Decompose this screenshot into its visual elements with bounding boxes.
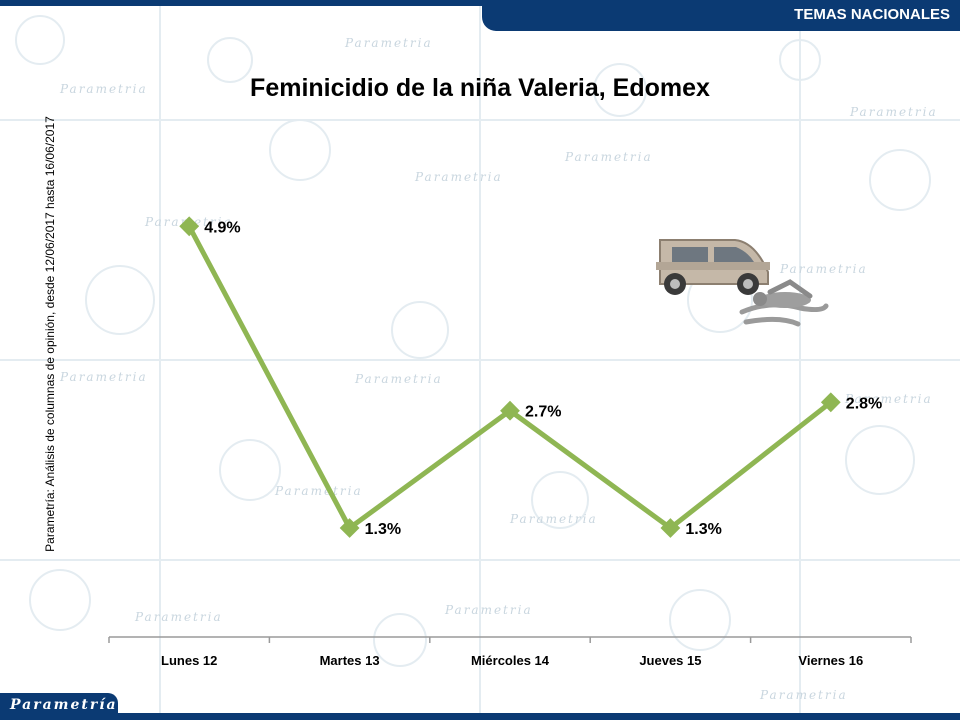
- data-label: 1.3%: [365, 521, 401, 538]
- data-point: [179, 216, 200, 237]
- watermark-text: Parametria: [60, 82, 148, 96]
- data-point: [820, 392, 841, 413]
- data-label: 1.3%: [685, 521, 721, 538]
- x-tick-label: Jueves 15: [639, 653, 701, 668]
- data-series: 4.9% 1.3% 2.7% 1.3% 2.8%: [179, 216, 882, 538]
- watermark-text: Parametria: [565, 150, 653, 164]
- watermark-text: Parametria: [415, 170, 503, 184]
- bottom-brand-bar: [0, 713, 960, 720]
- x-tick-label: Miércoles 14: [471, 653, 550, 668]
- watermark-text: Parametria: [275, 484, 363, 498]
- watermark-text: Parametria: [355, 372, 443, 386]
- brand-logo: Parametría: [10, 697, 118, 713]
- watermark-text: Parametria: [850, 105, 938, 119]
- watermark-text: Parametria: [780, 262, 868, 276]
- section-label: TEMAS NACIONALES: [794, 6, 950, 23]
- top-brand-bar: [0, 0, 960, 6]
- data-label: 4.9%: [204, 219, 240, 236]
- section-header-tab: TEMAS NACIONALES: [482, 0, 960, 31]
- chart-title: Feminicidio de la niña Valeria, Edomex: [250, 74, 710, 102]
- x-tick-label: Viernes 16: [798, 653, 863, 668]
- watermark-text: Parametria: [760, 688, 848, 702]
- data-point: [500, 400, 520, 421]
- watermark-text: Parametria: [445, 603, 533, 617]
- x-tick-label: Martes 13: [320, 653, 380, 668]
- watermark-text: Parametria: [510, 512, 598, 526]
- footer-logo-tab: Parametría: [0, 693, 118, 720]
- watermark-text: Parametria: [135, 610, 223, 624]
- data-point: [660, 518, 681, 538]
- data-label: 2.7%: [525, 404, 561, 421]
- data-label: 2.8%: [846, 395, 882, 412]
- watermark-text: Parametria: [345, 36, 433, 50]
- watermark-text: Parametria: [845, 392, 933, 406]
- watermark-text: Parametria: [60, 370, 148, 384]
- data-point: [339, 518, 360, 538]
- x-tick-label: Lunes 12: [161, 653, 217, 668]
- x-axis: Lunes 12 Martes 13 Miércoles 14 Jueves 15 Vi…: [108, 636, 912, 668]
- van-and-victim-icon: [656, 239, 829, 327]
